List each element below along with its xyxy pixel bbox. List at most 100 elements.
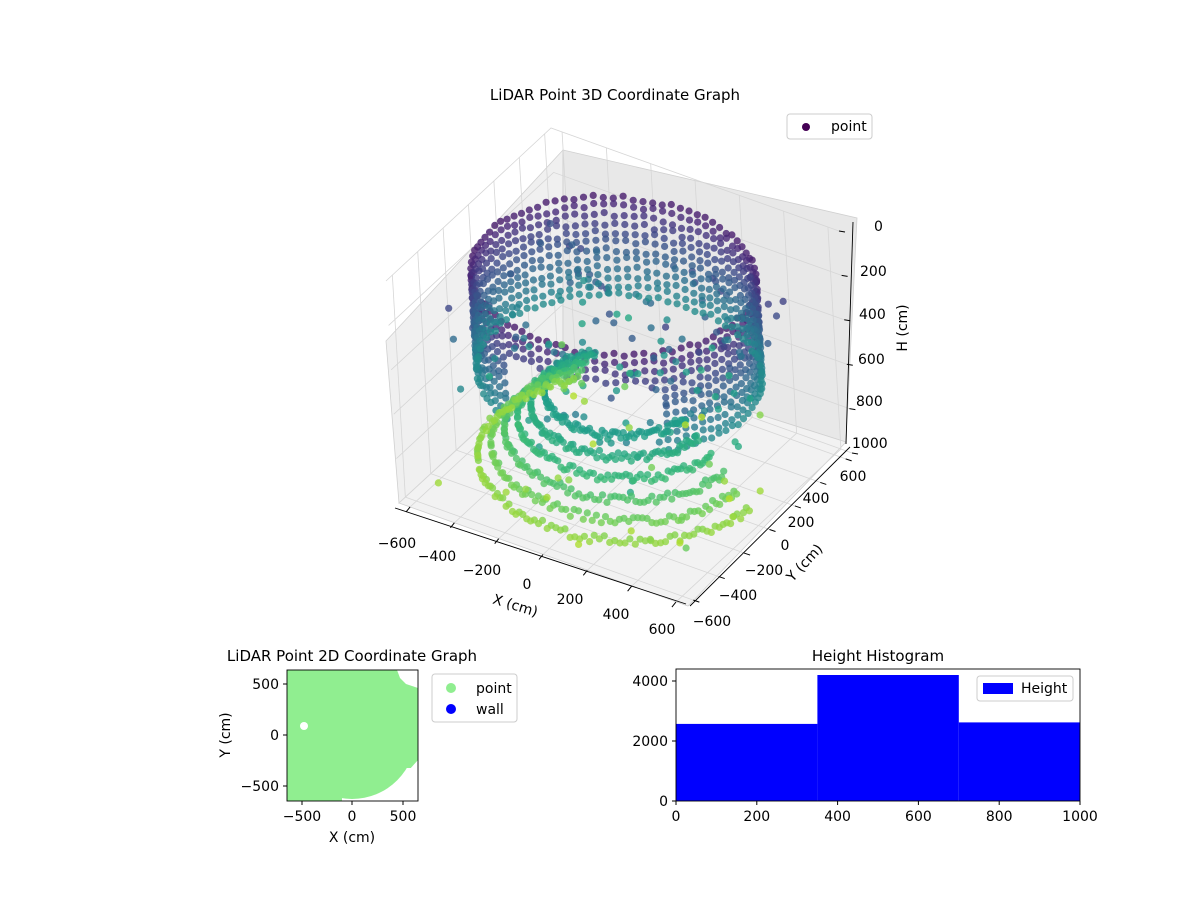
scatter-point [574, 265, 582, 273]
scatter-point [712, 376, 720, 385]
scatter-point [654, 294, 662, 302]
scatter-point [626, 472, 634, 480]
scatter-point [571, 210, 579, 218]
scatter-point [623, 253, 631, 262]
scatter-point [641, 238, 650, 246]
scatter-point [659, 207, 667, 215]
legend-3d-marker [802, 123, 810, 131]
scatter-point [592, 375, 600, 383]
scatter-point [655, 424, 663, 432]
scatter-point [728, 323, 736, 331]
scatter-point [709, 218, 717, 226]
x-tick-label: 600 [649, 622, 676, 638]
scatter-point [666, 428, 674, 436]
scatter-point [624, 283, 633, 291]
z-axis-line [845, 221, 854, 445]
scatter-point [585, 291, 593, 300]
scatter-point [621, 539, 629, 547]
scatter-point [612, 237, 620, 245]
scatter-point [686, 341, 694, 349]
scatter-point [596, 438, 604, 446]
y-tick [743, 552, 751, 556]
scatter-point [531, 497, 539, 505]
scatter-point [695, 348, 703, 357]
scatter-point [545, 252, 553, 260]
x-tick-label: 1000 [1062, 809, 1098, 825]
scatter-point [510, 221, 519, 229]
y-tick-label: −600 [693, 614, 731, 630]
scatter-point [709, 227, 717, 235]
scatter-point [673, 300, 681, 308]
scatter-point [593, 248, 601, 256]
scatter-point [670, 384, 679, 392]
scatter-point [519, 235, 527, 243]
legend-3d-label: point [831, 119, 867, 135]
scatter-point [724, 350, 732, 358]
scatter-point [537, 263, 545, 271]
scatter-point [546, 272, 555, 280]
scatter-point [565, 476, 573, 484]
scatter-point [613, 256, 621, 264]
scatter-point [572, 230, 580, 239]
scatter-point [662, 323, 670, 331]
scatter-point [727, 520, 735, 528]
scatter-point [487, 438, 495, 446]
scatter-point [581, 220, 589, 228]
scatter-point [589, 440, 597, 448]
scatter-point [641, 377, 650, 385]
scatter-point [665, 345, 673, 353]
scatter-point [585, 283, 593, 291]
scatter-point [729, 258, 738, 266]
scatter-point [593, 254, 601, 262]
x-tick [449, 522, 455, 529]
scatter-point [560, 382, 569, 390]
x-tick-label: 500 [390, 809, 417, 825]
scatter-point [535, 345, 543, 353]
scatter-point [502, 488, 510, 496]
scatter-point [527, 350, 535, 358]
ticks-3d [405, 230, 859, 608]
scatter-point [502, 502, 510, 510]
scatter-point [543, 524, 551, 533]
scatter-point [746, 273, 754, 282]
scatter-point [514, 274, 522, 282]
scatter-point [514, 281, 522, 289]
scatter-point [566, 286, 574, 294]
scatter-point [695, 248, 704, 256]
scatter-point [488, 450, 496, 458]
scatter-point [646, 419, 654, 427]
scatter-point [537, 239, 545, 247]
scatter-point [519, 243, 528, 251]
scatter-point [672, 358, 680, 366]
scatter-point [704, 374, 712, 382]
scatter-point [598, 491, 607, 499]
scatter-point [544, 235, 552, 243]
scatter-point [601, 221, 609, 229]
scatter-point [600, 532, 608, 540]
scatter-point [481, 310, 489, 318]
scatter-point [739, 406, 747, 414]
scatter-point [525, 343, 533, 351]
scatter-point [478, 431, 486, 439]
x-tick-label: 400 [603, 607, 630, 623]
scatter-point [657, 337, 665, 345]
scatter-point [457, 385, 465, 393]
scatter-point [522, 287, 530, 295]
y-tick-label: 0 [781, 538, 790, 554]
scatter-point [522, 321, 530, 329]
scatter-point [662, 260, 670, 268]
scatter-point [556, 276, 564, 284]
scatter-point [648, 463, 656, 472]
z-tick [851, 452, 859, 455]
scatter-point [748, 347, 756, 355]
scatter-point [711, 256, 719, 264]
scatter-point [696, 264, 705, 272]
scatter-point [718, 365, 727, 373]
scatter-point [697, 366, 705, 374]
scatter-point [493, 268, 502, 276]
scatter-point [703, 347, 711, 355]
scatter-point [687, 358, 695, 366]
scatter-point [610, 212, 618, 220]
chart-3d: −600 −400 −200 0 200 400 600 X (cm) −600… [378, 86, 911, 638]
scatter-point [614, 283, 623, 291]
